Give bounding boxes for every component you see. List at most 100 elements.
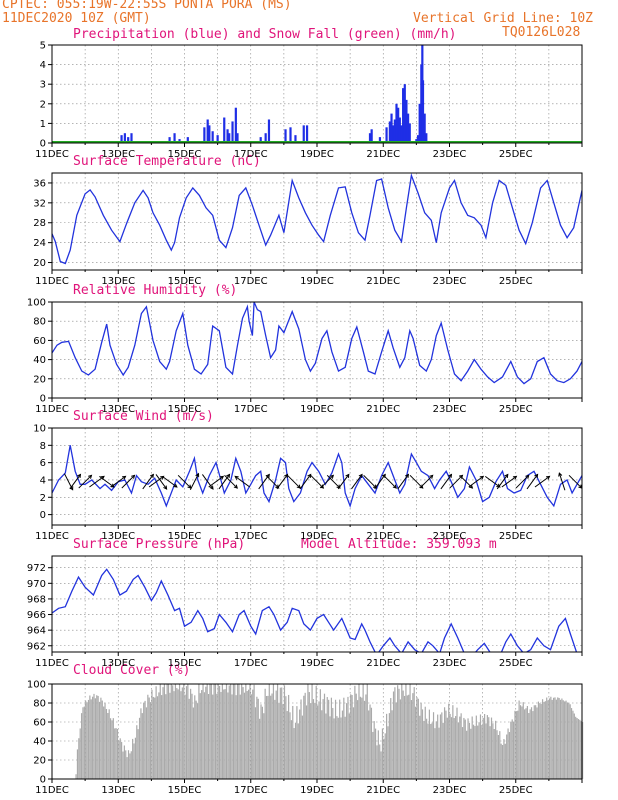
cloud-bar (79, 728, 81, 779)
precip-bar (123, 133, 126, 143)
cloud-bar (582, 722, 584, 779)
cloud-bar (467, 718, 469, 779)
cloud-bar (195, 700, 197, 779)
cloud-bar (177, 689, 179, 779)
cloud-bar (376, 745, 378, 779)
cloud-bar (216, 693, 218, 779)
cloud-bar (368, 710, 370, 779)
cloud-bar (395, 702, 397, 779)
wind-xtick-label: 13DEC (101, 531, 135, 542)
cloud-bar (228, 685, 230, 779)
wind-arrow (496, 474, 509, 490)
cloud-bar (528, 713, 530, 779)
cloud-bar (114, 728, 116, 779)
cloud-bar (301, 715, 304, 779)
wind-arrow (484, 476, 501, 488)
cloud-bar (97, 695, 99, 779)
cloud-bar (180, 691, 182, 779)
pres-ytick-label: 964 (27, 626, 46, 637)
cloud-bar (448, 703, 450, 779)
wind-arrow (383, 474, 397, 489)
cloud-bar (156, 696, 159, 779)
temp-panel: 20 24 28 32 36 11DEC 13DEC 15DEC 17DEC 19DEC 21DEC… (33, 172, 583, 287)
wind-arrow-head (219, 475, 225, 480)
pres-xtick-label: 11DEC (35, 658, 69, 669)
cloud-bar (101, 700, 103, 779)
cloud-bar (547, 700, 549, 779)
precip-bar (216, 135, 219, 143)
cloud-bar (264, 688, 266, 779)
cloud-bar (495, 720, 497, 779)
precip-frame (51, 44, 583, 144)
pres-xtick-label: 23DEC (433, 658, 467, 669)
wind-arrow-head (358, 473, 363, 478)
cloud-bar (279, 687, 281, 779)
cloud-bar (304, 692, 306, 779)
cloud-bar (217, 684, 219, 779)
wind-arrow-head (512, 475, 518, 480)
cloud-bar (274, 699, 276, 779)
cloud-bar (191, 693, 193, 779)
precip-bar (388, 121, 391, 143)
cloud-bar (307, 684, 309, 779)
wind-xtick-label: 25DEC (499, 531, 533, 542)
cloud-bar (334, 699, 337, 779)
cloud-bar (515, 711, 517, 779)
cloud-bar (116, 729, 119, 779)
cloud-bar (198, 684, 200, 779)
precip-bar (392, 125, 395, 143)
cloud-bar (450, 717, 453, 779)
cloud-bar (579, 719, 581, 779)
cloud-bar (413, 687, 415, 779)
cloud-bar (501, 745, 504, 779)
cloud-bar (94, 698, 96, 779)
precip-bar (294, 135, 297, 143)
cloud-bar (357, 700, 359, 779)
cloud-bar (138, 717, 141, 779)
cloud-bar (398, 688, 400, 779)
cloud-bar (163, 684, 165, 779)
wind-arrow (320, 474, 334, 489)
precip-bar (398, 117, 401, 143)
wind-arrow-head (558, 472, 563, 477)
cloud-bar (184, 694, 186, 779)
wind-xtick-label: 21DEC (366, 531, 400, 542)
cloud-bar (441, 712, 443, 779)
cloud-bar (213, 684, 215, 779)
wind-arrow (224, 474, 238, 489)
cloud-bar (323, 693, 326, 779)
wind-arrow (526, 474, 539, 490)
cloud-bar (536, 707, 538, 779)
cloud-bar (379, 744, 381, 779)
wind-arrow (515, 474, 530, 489)
cloud-bar (183, 684, 185, 779)
wind-arrow-head (160, 475, 165, 480)
precip-bar (173, 133, 176, 143)
cloud-bar (457, 722, 459, 779)
cloud-xtick-label: 17DEC (234, 785, 268, 796)
cloud-bar (75, 774, 77, 779)
cloud-bar (268, 684, 270, 779)
precip-xtick-label: 23DEC (433, 149, 467, 160)
temp-xtick-label: 19DEC (300, 276, 334, 287)
cloud-bar (466, 730, 468, 779)
cloud-bar (330, 697, 333, 779)
cloud-bar (326, 697, 328, 779)
cloud-bar (170, 684, 172, 779)
precip-bar (264, 133, 267, 143)
rh-xtick-label: 21DEC (366, 404, 400, 415)
cloud-bar (471, 716, 473, 779)
cloud-bar (421, 709, 424, 779)
precip-xtick-label: 19DEC (300, 149, 334, 160)
cloud-xtick-label: 15DEC (168, 785, 202, 796)
cloud-bar (93, 693, 95, 779)
cloud-bar (380, 751, 382, 779)
cloud-bar (351, 695, 353, 779)
wind-arrow (287, 474, 301, 489)
wind-arrow-head (534, 473, 539, 478)
cloud-bar (130, 751, 132, 779)
cloud-bar (535, 705, 537, 779)
cloud-bar (431, 722, 433, 779)
cloud-bar (152, 696, 154, 779)
